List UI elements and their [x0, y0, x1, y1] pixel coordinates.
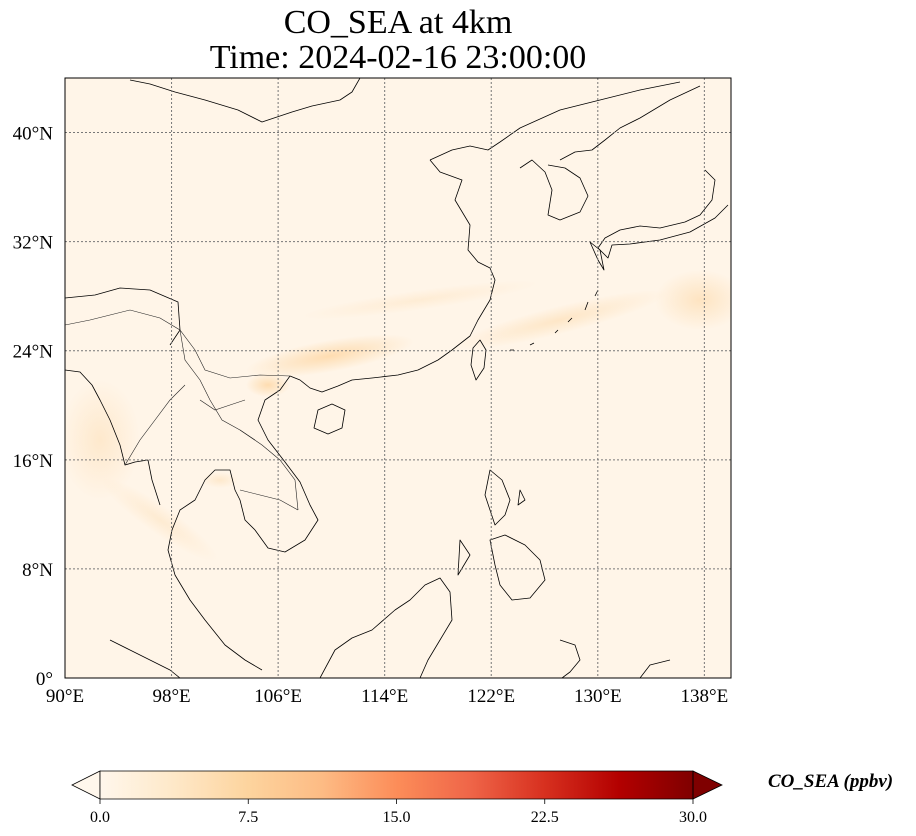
gridlines [65, 78, 731, 678]
lon-tick-label: 114°E [361, 686, 408, 707]
map-background [65, 78, 731, 678]
colorbar-label: CO_SEA (ppbv) [768, 771, 894, 792]
colorbar-low-extension [71, 770, 101, 800]
concentration-field [65, 270, 731, 562]
colorbar-tick-label: 7.5 [238, 809, 258, 826]
colorbar-tick-label: 22.5 [531, 809, 559, 826]
colorbar-tick-label: 0.0 [90, 809, 110, 826]
lon-tick-label: 98°E [152, 686, 190, 707]
lat-tick-label: 24°N [13, 342, 54, 363]
country-borders [65, 309, 299, 511]
lat-tick-label: 8°N [22, 560, 53, 581]
colorbar-tick-label: 15.0 [383, 809, 411, 826]
lon-tick-label: 90°E [46, 686, 84, 707]
lat-tick-label: 0° [36, 669, 53, 690]
colorbar-tick-label: 30.0 [679, 809, 707, 826]
lon-tick-label: 106°E [254, 686, 302, 707]
latitude-labels: 0° 8°N 16°N 24°N 32°N 40°N [13, 124, 54, 690]
map-title: CO_SEA at 4km [283, 4, 513, 41]
map-frame [64, 77, 732, 679]
colorbar: 0.0 7.5 15.0 22.5 30.0 [71, 770, 723, 826]
longitude-labels: 90°E 98°E 106°E 114°E 122°E 130°E 138°E [46, 686, 728, 707]
colorbar-gradient [100, 771, 693, 799]
lat-tick-label: 40°N [13, 124, 54, 145]
lon-tick-label: 122°E [467, 686, 515, 707]
lon-tick-label: 138°E [681, 686, 729, 707]
colorbar-ticks: 0.0 7.5 15.0 22.5 30.0 [90, 799, 707, 826]
map-subtitle: Time: 2024-02-16 23:00:00 [209, 39, 587, 76]
lon-tick-label: 130°E [574, 686, 622, 707]
lat-tick-label: 16°N [13, 451, 54, 472]
colorbar-high-extension [692, 770, 723, 800]
lat-tick-label: 32°N [13, 233, 54, 254]
